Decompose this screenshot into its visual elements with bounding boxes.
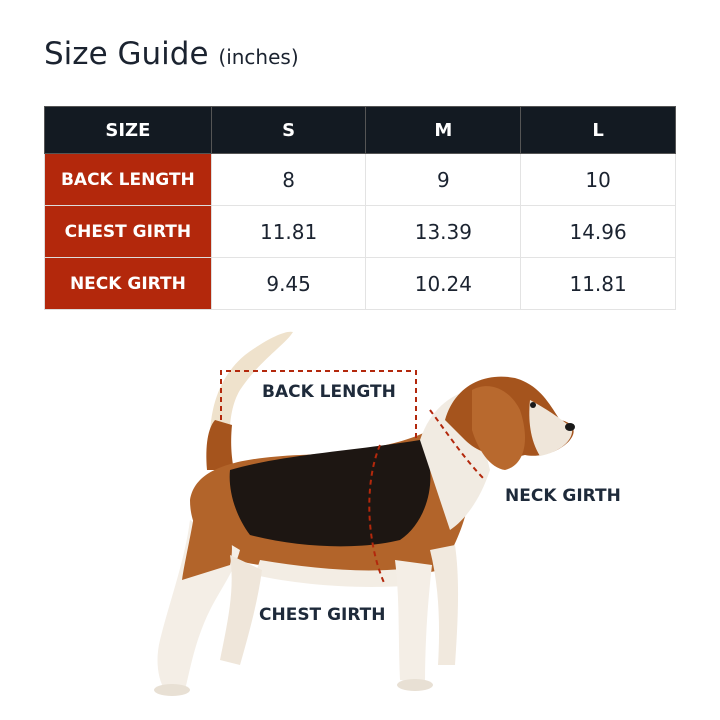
table-cell: 11.81	[520, 257, 676, 310]
table-cell: 11.81	[210, 205, 367, 258]
table-row: BACK LENGTH 8 9 10	[44, 153, 676, 206]
row-header: NECK GIRTH	[44, 257, 212, 310]
header-cell: M	[365, 106, 522, 154]
table-cell: 13.39	[365, 205, 522, 258]
header-cell: SIZE	[44, 106, 212, 154]
neck-girth-label: NECK GIRTH	[505, 486, 621, 506]
chest-girth-label: CHEST GIRTH	[259, 605, 386, 625]
back-length-label: BACK LENGTH	[262, 382, 396, 402]
size-table: SIZE S M L BACK LENGTH 8 9 10 CHEST GIRT…	[44, 106, 676, 310]
page-title: Size Guide (inches)	[44, 36, 299, 72]
unit-label: (inches)	[218, 45, 299, 69]
row-header: CHEST GIRTH	[44, 205, 212, 258]
header-cell: S	[210, 106, 367, 154]
table-cell: 10.24	[365, 257, 522, 310]
row-header: BACK LENGTH	[44, 153, 212, 206]
table-cell: 9	[365, 153, 522, 206]
table-cell: 10	[520, 153, 676, 206]
table-header-row: SIZE S M L	[44, 106, 676, 154]
table-row: CHEST GIRTH 11.81 13.39 14.96	[44, 205, 676, 258]
header-cell: L	[520, 106, 676, 154]
table-row: NECK GIRTH 9.45 10.24 11.81	[44, 257, 676, 310]
table-cell: 14.96	[520, 205, 676, 258]
table-cell: 9.45	[210, 257, 367, 310]
